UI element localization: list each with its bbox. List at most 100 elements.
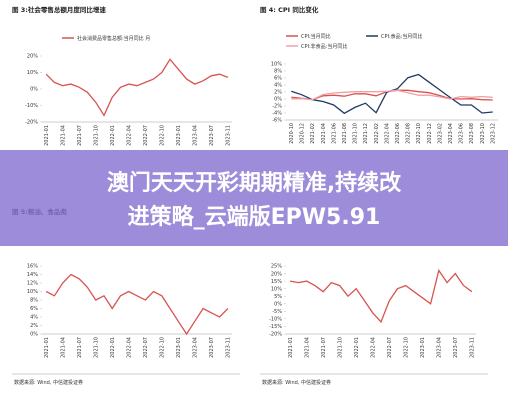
y-tick-label: -2% — [272, 104, 282, 110]
x-tick-label: 2021-10 — [93, 125, 99, 146]
x-tick-label: 2023-04 — [193, 337, 199, 358]
x-tick-label: 2023-04 — [437, 337, 443, 358]
x-tick-label: 2021-04 — [321, 123, 327, 144]
banner-text: 进策略_云端版EPW5.91 — [128, 204, 381, 230]
x-tick-label: 2023-01 — [176, 125, 182, 146]
y-tick-label: -20% — [25, 120, 38, 126]
x-tick-label: 2022-04 — [384, 123, 390, 144]
x-tick-label: 2023-11 — [470, 337, 476, 358]
x-tick-label: 2023-08 — [469, 123, 475, 144]
y-tick-label: 5% — [274, 294, 282, 300]
x-tick-label: 2022-10 — [159, 125, 165, 146]
y-tick-label: 20% — [27, 54, 38, 60]
y-tick-label: 12% — [27, 281, 38, 287]
x-tick-label: 2021-07 — [77, 125, 83, 146]
x-tick-label: 2021-07 — [321, 337, 327, 358]
x-tick-label: 2022-01 — [110, 125, 116, 146]
y-tick-label: 6% — [274, 76, 282, 82]
y-tick-label: 0% — [274, 97, 282, 103]
x-tick-label: 2022-01 — [110, 337, 116, 358]
y-tick-label: -15% — [269, 324, 282, 330]
legend-label: CPI:非食品:当月同比 — [301, 43, 347, 50]
x-tick-label: 2023-06 — [459, 123, 465, 144]
x-tick-label: 2022-04 — [370, 337, 376, 358]
y-tick-label: 6% — [30, 306, 38, 312]
x-tick-label: 2021-07 — [77, 337, 83, 358]
y-tick-label: 14% — [27, 272, 38, 278]
y-tick-label: -10% — [25, 103, 38, 109]
y-tick-label: 15% — [271, 279, 282, 285]
y-tick-label: 10% — [27, 289, 38, 295]
x-tick-label: 2023-01 — [420, 337, 426, 358]
y-tick-label: 10% — [271, 62, 282, 68]
x-tick-label: 2023-07 — [209, 337, 215, 358]
x-tick-label: 2022-06 — [395, 123, 401, 144]
x-tick-label: 2022-04 — [126, 337, 132, 358]
y-tick-label: 16% — [27, 264, 38, 270]
x-tick-label: 2022-02 — [374, 123, 380, 144]
x-tick-label: 2021-01 — [44, 337, 50, 358]
y-tick-label: -4% — [272, 111, 282, 117]
x-tick-label: 2021-10 — [93, 337, 99, 358]
x-tick-label: 2022-10 — [403, 337, 409, 358]
legend-label: CPI:食品:当月同比 — [381, 33, 422, 40]
x-tick-label: 2021-01 — [44, 125, 50, 146]
x-tick-label: 2021-08 — [342, 123, 348, 144]
x-tick-label: 2023-04 — [448, 123, 454, 144]
x-tick-label: 2021-12 — [363, 123, 369, 144]
x-tick-label: 2022-07 — [143, 125, 149, 146]
x-tick-label: 2020-10 — [289, 123, 295, 144]
x-tick-label: 2023-02 — [437, 123, 443, 144]
y-tick-label: 0% — [274, 301, 282, 307]
x-tick-label: 2022-08 — [406, 123, 412, 144]
source: 数据来源: Wind, 中信建投证券 — [262, 379, 331, 386]
x-tick-label: 2021-10 — [353, 123, 359, 144]
series-line — [45, 58, 229, 117]
y-tick-label: 20% — [271, 271, 282, 277]
x-tick-label: 2023-11 — [226, 125, 232, 146]
x-tick-label: 2021-04 — [304, 337, 310, 358]
y-tick-label: 8% — [274, 69, 282, 75]
chart-title: 图 3:社会零售总额月度同比增速 — [12, 5, 106, 14]
y-tick-label: 8% — [30, 298, 38, 304]
x-tick-label: 2022-01 — [354, 337, 360, 358]
y-tick-label: 0% — [30, 332, 38, 338]
x-tick-label: 2023-07 — [453, 337, 459, 358]
x-tick-label: 2022-04 — [126, 125, 132, 146]
banner-band — [0, 150, 508, 246]
x-tick-label: 2023-01 — [176, 337, 182, 358]
x-tick-label: 2020-12 — [300, 123, 306, 144]
y-tick-label: 2% — [30, 323, 38, 329]
x-tick-label: 2021-02 — [310, 123, 316, 144]
legend-label: 社会消费品零售总额:当月同比 月 — [77, 35, 150, 42]
y-tick-label: 0% — [30, 87, 38, 93]
series-line — [45, 273, 229, 336]
x-tick-label: 2022-10 — [159, 337, 165, 358]
x-tick-label: 2023-04 — [193, 125, 199, 146]
y-tick-label: 25% — [271, 264, 282, 270]
legend-label: CPI:当月同比 — [301, 33, 331, 40]
y-tick-label: -10% — [269, 317, 282, 323]
y-tick-label: -6% — [272, 118, 282, 124]
y-tick-label: 10% — [271, 286, 282, 292]
y-tick-label: 10% — [27, 70, 38, 76]
y-tick-label: -5% — [272, 309, 282, 315]
x-tick-label: 2021-04 — [60, 337, 66, 358]
series-line — [289, 268, 473, 324]
x-tick-label: 2023-12 — [490, 123, 496, 144]
x-tick-label: 2021-10 — [337, 337, 343, 358]
x-tick-label: 2021-06 — [331, 123, 337, 144]
source: 数据来源: Wind, 中信建投证券 — [14, 379, 83, 386]
x-tick-label: 2023-07 — [209, 125, 215, 146]
y-tick-label: -20% — [269, 332, 282, 338]
chart-title: 图 4: CPI 同比变化 — [260, 5, 319, 14]
x-tick-label: 2022-07 — [143, 337, 149, 358]
y-tick-label: 4% — [274, 83, 282, 89]
series-line — [291, 89, 493, 101]
x-tick-label: 2023-11 — [226, 337, 232, 358]
y-tick-label: 4% — [30, 315, 38, 321]
x-tick-label: 2022-10 — [416, 123, 422, 144]
banner-text: 澳门天天开彩期期精准,持续改 — [107, 170, 402, 196]
